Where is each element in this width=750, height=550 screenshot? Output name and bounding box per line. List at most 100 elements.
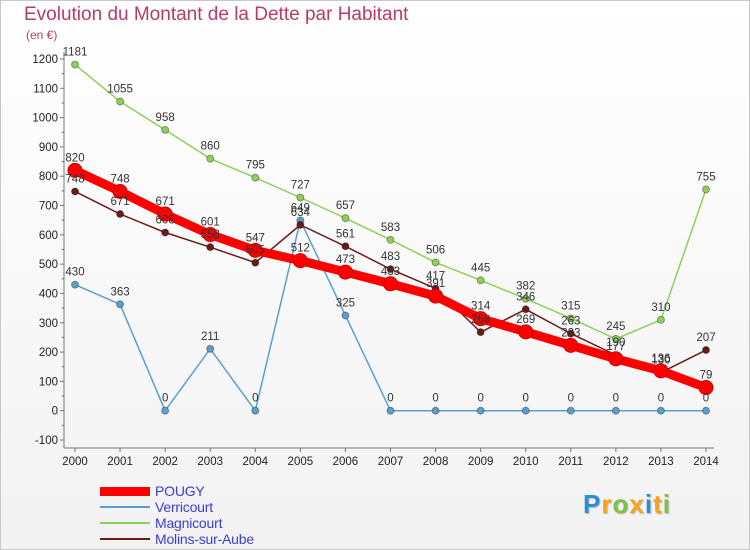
data-point-magnicourt — [476, 276, 485, 285]
data-point-verricourt — [251, 406, 260, 415]
data-point-molins-sur-aube — [341, 242, 350, 251]
data-point-verricourt — [521, 406, 530, 415]
data-label-molins-sur-aube: 561 — [336, 228, 355, 240]
data-label-verricourt: 430 — [65, 267, 84, 279]
data-point-pougy — [608, 351, 624, 367]
data-point-magnicourt — [206, 154, 215, 163]
data-label-magnicourt: 795 — [246, 160, 265, 172]
data-label-molins-sur-aube: 558 — [201, 229, 220, 241]
data-label-molins-sur-aube: 190 — [606, 337, 625, 349]
data-point-pougy — [698, 380, 714, 396]
data-label-verricourt: 0 — [162, 393, 168, 405]
data-point-molins-sur-aube — [206, 243, 215, 252]
y-tick-label: 400 — [39, 288, 58, 300]
x-tick-label: 2001 — [107, 456, 133, 468]
y-tick-label: 900 — [39, 142, 58, 154]
data-point-magnicourt — [341, 214, 350, 223]
chart-axes: -100010020030040050060070080090010001100… — [32, 52, 719, 468]
data-point-magnicourt — [251, 173, 260, 182]
y-tick-label: 1200 — [32, 54, 58, 66]
data-label-pougy: 433 — [381, 266, 400, 278]
data-label-magnicourt: 245 — [606, 321, 625, 333]
y-tick-label: 0 — [52, 406, 58, 418]
data-label-pougy: 177 — [606, 341, 625, 353]
y-tick-label: 300 — [39, 318, 58, 330]
data-label-molins-sur-aube: 263 — [561, 316, 580, 328]
data-point-magnicourt — [656, 315, 665, 324]
data-label-molins-sur-aube: 671 — [110, 196, 129, 208]
y-tick-label: 800 — [39, 171, 58, 183]
x-tick-label: 2000 — [62, 456, 88, 468]
data-label-magnicourt: 1181 — [63, 47, 88, 59]
data-label-magnicourt: 315 — [561, 300, 580, 312]
legend-item-verricourt: Verricourt — [100, 499, 254, 515]
data-label-pougy: 136 — [651, 353, 670, 365]
data-point-pougy — [67, 162, 83, 178]
data-point-molins-sur-aube — [521, 305, 530, 314]
y-tick-label: 100 — [39, 376, 58, 388]
logo-letter: o — [612, 489, 630, 519]
data-point-verricourt — [702, 406, 710, 415]
data-point-magnicourt — [116, 97, 125, 106]
data-point-molins-sur-aube — [702, 346, 710, 355]
data-label-molins-sur-aube: 207 — [696, 332, 715, 344]
data-point-magnicourt — [431, 258, 440, 267]
x-tick-label: 2008 — [423, 456, 449, 468]
data-point-pougy — [247, 242, 263, 258]
data-label-magnicourt: 382 — [516, 281, 535, 293]
data-label-pougy: 601 — [201, 217, 220, 229]
logo-letter: i — [644, 489, 654, 519]
data-label-verricourt: 0 — [387, 393, 393, 405]
x-tick-label: 2002 — [152, 456, 178, 468]
y-tick-label: 1000 — [32, 113, 58, 125]
logo-letter: r — [601, 489, 613, 519]
data-label-verricourt: 0 — [252, 393, 258, 405]
x-tick-label: 2011 — [558, 456, 583, 468]
logo-letter: x — [629, 489, 645, 519]
data-point-molins-sur-aube — [116, 210, 125, 219]
y-tick-label: 700 — [39, 201, 58, 213]
x-tick-label: 2003 — [197, 456, 223, 468]
legend-item-magnicourt: Magnicourt — [100, 515, 254, 531]
data-label-molins-sur-aube: 268 — [471, 314, 490, 326]
data-point-pougy — [202, 227, 218, 243]
data-point-pougy — [112, 183, 128, 199]
data-point-verricourt — [206, 344, 215, 353]
data-label-verricourt: 211 — [201, 331, 219, 343]
data-point-verricourt — [386, 406, 395, 415]
data-label-molins-sur-aube: 608 — [156, 215, 175, 227]
data-label-pougy: 79 — [700, 370, 713, 382]
data-point-pougy — [157, 206, 173, 222]
data-point-verricourt — [341, 311, 350, 320]
data-label-magnicourt: 583 — [381, 222, 400, 234]
data-label-molins-sur-aube: 505 — [246, 245, 265, 257]
data-label-verricourt: 0 — [568, 393, 574, 405]
y-tick-label: 600 — [39, 230, 58, 242]
data-point-magnicourt — [161, 125, 170, 134]
data-label-molins-sur-aube: 634 — [291, 207, 311, 219]
data-label-verricourt: 0 — [613, 393, 619, 405]
data-label-magnicourt: 445 — [471, 262, 490, 274]
legend-swatch-pougy — [100, 486, 150, 496]
legend-swatch-magnicourt — [100, 522, 150, 524]
data-label-verricourt: 325 — [336, 297, 355, 309]
data-point-verricourt — [611, 406, 620, 415]
chart-title: Evolution du Montant de la Dette par Hab… — [24, 4, 409, 25]
data-label-verricourt: 649 — [291, 202, 310, 214]
data-point-magnicourt — [71, 60, 79, 69]
x-tick-label: 2010 — [513, 456, 539, 468]
data-point-magnicourt — [521, 294, 530, 303]
data-label-magnicourt: 506 — [426, 244, 445, 256]
data-point-magnicourt — [702, 185, 710, 194]
data-point-molins-sur-aube — [566, 329, 575, 338]
legend-label-pougy: POUGY — [155, 483, 205, 499]
logo-letter: P — [583, 489, 602, 519]
data-label-pougy: 391 — [426, 278, 445, 290]
x-tick-label: 2009 — [468, 456, 494, 468]
data-label-pougy: 512 — [291, 243, 310, 255]
data-point-magnicourt — [566, 314, 575, 323]
data-point-verricourt — [116, 300, 125, 309]
data-label-verricourt: 0 — [658, 393, 664, 405]
data-point-magnicourt — [296, 193, 305, 202]
data-point-verricourt — [161, 406, 170, 415]
